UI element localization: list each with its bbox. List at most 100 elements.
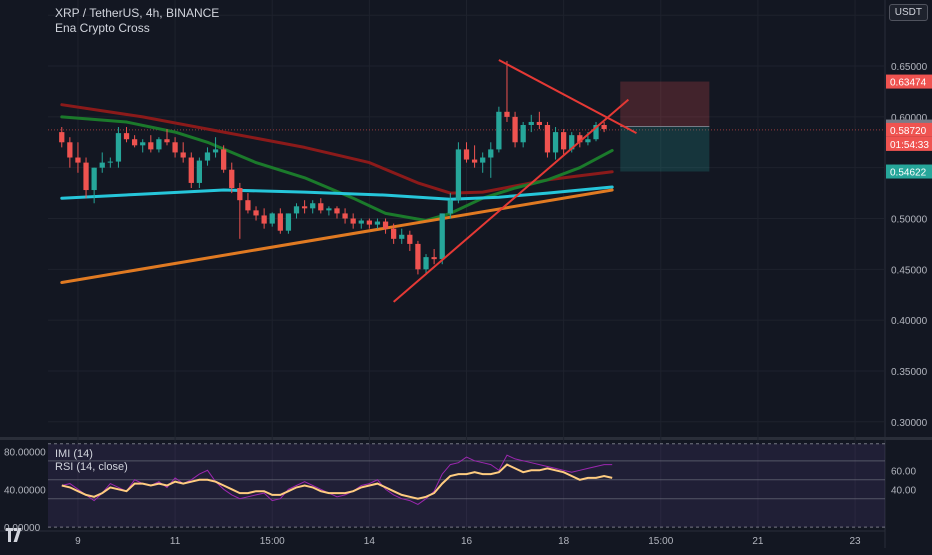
candle — [204, 147, 211, 166]
candle — [342, 208, 348, 224]
indicator-y-tick-left: 80.00000 — [4, 447, 46, 458]
candle — [350, 213, 356, 229]
candle-body — [261, 215, 267, 224]
candle-body — [488, 149, 494, 158]
x-tick-label: 15:00 — [648, 536, 673, 547]
candle — [552, 127, 559, 160]
candle — [480, 152, 486, 173]
ma-line-1 — [60, 103, 614, 195]
candle — [180, 142, 186, 163]
candle-body — [366, 220, 372, 225]
candle-body — [561, 132, 567, 150]
candle — [382, 218, 389, 234]
y-tick-label: 0.50000 — [891, 215, 928, 226]
trend-line-1[interactable] — [392, 98, 630, 303]
candle-body — [358, 220, 364, 224]
candle-body — [601, 125, 607, 130]
x-tick-label: 14 — [364, 536, 376, 547]
y-tick-label: 0.40000 — [891, 316, 928, 327]
indicator-label-imi: IMI (14) — [55, 448, 93, 460]
x-tick-label: 16 — [461, 536, 473, 547]
candle-body — [83, 162, 89, 191]
candle — [601, 121, 607, 133]
x-tick-label: 23 — [849, 536, 861, 547]
currency-button[interactable]: USDT — [888, 4, 928, 21]
candle-body — [496, 111, 502, 150]
candle-body — [115, 133, 122, 162]
candle — [439, 213, 445, 265]
candle-body — [593, 125, 599, 140]
candle-body — [334, 208, 340, 214]
candle-body — [544, 125, 551, 153]
candle-body — [350, 218, 356, 224]
price-label: 0.54622 — [886, 164, 932, 179]
indicator-y-tick-right: 40.00 — [891, 485, 916, 496]
candle-body — [528, 121, 534, 126]
indicator-y-tick-left: 0.00000 — [4, 523, 41, 534]
candle-body — [310, 203, 316, 209]
trend-lines[interactable] — [392, 59, 637, 303]
candle-body — [107, 161, 113, 163]
candle — [67, 137, 73, 168]
ma-line-3 — [60, 185, 614, 201]
candle-body — [188, 157, 194, 183]
chart-header: XRP / TetherUS, 4h, BINANCE Ena Crypto C… — [55, 6, 219, 36]
candle — [488, 142, 494, 178]
candle-body — [431, 257, 437, 260]
moving-averages — [60, 103, 614, 284]
candle-body — [326, 208, 332, 211]
candle — [75, 142, 81, 173]
candle — [261, 208, 267, 229]
y-tick-label: 0.45000 — [891, 265, 928, 276]
y-tick-label: 0.30000 — [891, 418, 928, 429]
candle — [407, 230, 413, 252]
x-tick-label: 15:00 — [260, 536, 285, 547]
candle — [423, 254, 429, 275]
candle — [188, 152, 194, 189]
candle — [293, 203, 300, 219]
candle-body — [455, 149, 462, 201]
candle — [285, 213, 292, 234]
candle-body — [285, 213, 292, 231]
candle-body — [415, 243, 421, 270]
indicator-y-tick-left: 40.00000 — [4, 485, 46, 496]
position-box[interactable] — [620, 81, 710, 172]
indicator-name: Ena Crypto Cross — [55, 21, 150, 35]
trend-line-2[interactable] — [498, 59, 637, 135]
x-tick-label: 9 — [75, 536, 81, 547]
candle-body — [148, 142, 154, 150]
y-tick-label: 0.35000 — [891, 367, 928, 378]
candle-body — [399, 234, 405, 239]
tradingview-logo-icon[interactable] — [6, 528, 24, 542]
candle-body — [75, 157, 81, 163]
candle — [269, 212, 275, 227]
candle-body — [253, 210, 259, 216]
candle-body — [423, 257, 429, 270]
stop-zone[interactable] — [620, 81, 710, 127]
candle — [415, 240, 421, 275]
x-tick-label: 18 — [558, 536, 570, 547]
candle — [496, 106, 502, 153]
candle — [140, 139, 146, 153]
ma-line-4 — [60, 188, 614, 284]
ma-line-2 — [60, 115, 614, 222]
candle-body — [221, 149, 227, 170]
candle-body — [196, 160, 203, 183]
candle-body — [374, 221, 381, 225]
candle — [326, 206, 332, 216]
candle-body — [552, 132, 559, 153]
candle-body — [439, 213, 445, 260]
candle — [544, 121, 551, 158]
target-zone[interactable] — [620, 126, 710, 172]
candle-body — [156, 139, 162, 150]
candle — [148, 135, 154, 153]
candle-body — [463, 149, 470, 160]
candle-body — [99, 162, 105, 168]
candle — [577, 132, 583, 148]
candle-body — [172, 142, 178, 153]
candle-body — [237, 188, 243, 201]
candle — [212, 137, 219, 158]
